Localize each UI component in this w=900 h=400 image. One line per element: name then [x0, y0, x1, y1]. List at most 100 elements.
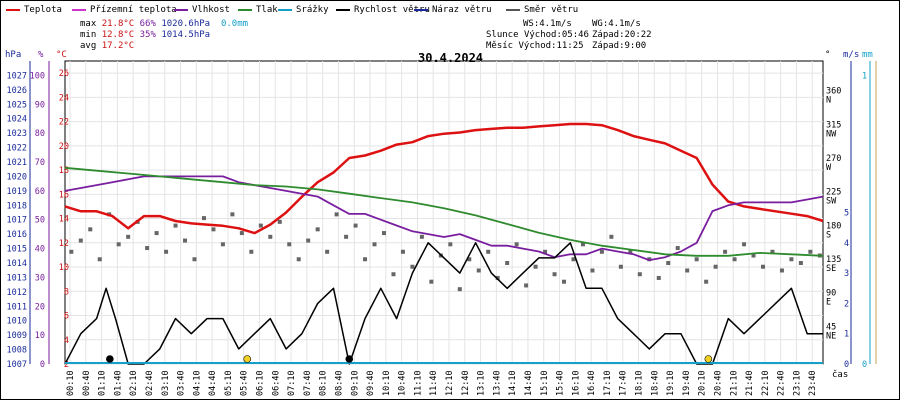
- sunrise-text: Východ:05:46: [523, 30, 589, 40]
- tick-label-humidity: 0: [40, 360, 45, 370]
- tick-label-time: 01:10: [98, 370, 108, 396]
- tick-label-temperature: 20: [59, 142, 69, 152]
- wind-direction-point: [201, 216, 206, 221]
- tick-label-temperature: 6: [64, 312, 69, 322]
- info-wg: WG:4.1m/s: [592, 19, 641, 29]
- tick-label-time: 22:10: [761, 370, 771, 396]
- wind-direction-point: [751, 253, 756, 258]
- legend-swatch-prizemni: [72, 8, 86, 11]
- tick-label-pressure: 1024: [7, 115, 27, 125]
- tick-label-humidity: 10: [35, 331, 45, 341]
- legend-label: Srážky: [296, 5, 329, 15]
- stat-min-temp: 12.8°C: [101, 30, 135, 40]
- wind-direction-point: [344, 234, 349, 239]
- tick-label-pressure: 1017: [7, 216, 27, 226]
- tick-label-humidity: 90: [35, 100, 45, 110]
- tick-label-time: 06:10: [256, 370, 266, 396]
- tick-label-pressure: 1013: [7, 273, 27, 283]
- tick-label-time: 08:10: [319, 370, 329, 396]
- legend-prizemni-teplota: Přízemní teplota: [72, 4, 177, 16]
- wind-direction-point: [789, 257, 794, 262]
- wind-direction-point: [230, 212, 235, 217]
- tick-label-pressure: 1022: [7, 144, 27, 154]
- tick-label-time: 13:10: [477, 370, 487, 396]
- wind-direction-point: [363, 257, 368, 262]
- wind-direction-point: [419, 234, 424, 239]
- legend-label: Vlhkost: [192, 5, 230, 15]
- legend-vlhkost: Vlhkost: [174, 4, 230, 16]
- tick-label-compass: S: [826, 230, 831, 240]
- wind-direction-point: [562, 279, 567, 284]
- tick-label-time: 14:40: [524, 370, 534, 396]
- tick-label-temperature: 10: [59, 263, 69, 273]
- tick-label-pressure: 1014: [7, 259, 27, 269]
- tick-label-compass: NE: [826, 331, 836, 341]
- wind-direction-point: [675, 246, 680, 251]
- tick-label-pressure: 1025: [7, 100, 27, 110]
- tick-label-pressure: 1012: [7, 288, 27, 298]
- tick-label-time: 06:40: [271, 370, 281, 396]
- tick-label-pressure: 1007: [7, 360, 27, 370]
- tick-label-rain: 0: [862, 360, 867, 370]
- tick-label-humidity: 70: [35, 158, 45, 168]
- tick-label-time: 17:40: [619, 370, 629, 396]
- wind-direction-point: [429, 279, 434, 284]
- legend-label: Přízemní teplota: [90, 5, 177, 15]
- tick-label-time: 23:40: [808, 370, 818, 396]
- unit-deg: °: [825, 50, 831, 60]
- wind-direction-point: [372, 242, 377, 247]
- wind-direction-point: [609, 234, 614, 239]
- wind-direction-point: [666, 261, 671, 265]
- wind-direction-point: [211, 227, 216, 232]
- tick-label-temperature: 14: [59, 215, 69, 225]
- unit-time: čas: [832, 370, 849, 380]
- wind-direction-point: [495, 275, 500, 280]
- stat-avg-temp: 17.2°C: [101, 41, 135, 51]
- tick-label-temperature: 22: [59, 118, 69, 128]
- wind-direction-point: [391, 272, 396, 277]
- wind-direction-point: [173, 223, 178, 228]
- tick-label-time: 09:40: [366, 370, 376, 396]
- tick-label-pressure: 1016: [7, 230, 27, 240]
- wind-direction-point: [713, 264, 718, 269]
- stat-label: avg: [80, 41, 97, 51]
- wind-direction-point: [599, 249, 604, 254]
- wind-direction-point: [779, 268, 784, 273]
- tick-label-humidity: 30: [35, 273, 45, 283]
- tick-label-time: 08:40: [334, 370, 344, 396]
- tick-label-humidity: 50: [35, 216, 45, 226]
- tick-label-pressure: 1015: [7, 245, 27, 255]
- tick-label-wind-speed: 0: [844, 360, 849, 370]
- tick-label-time: 09:10: [350, 370, 360, 396]
- tick-label-time: 12:40: [461, 370, 471, 396]
- tick-label-time: 07:10: [287, 370, 297, 396]
- tick-label-time: 23:10: [792, 370, 802, 396]
- tick-label-compass: E: [826, 298, 831, 308]
- wind-direction-point: [704, 279, 709, 284]
- legend-naraz-vetru: Náraz větru: [414, 4, 492, 16]
- tick-label-time: 03:10: [161, 370, 171, 396]
- tick-label-time: 11:40: [429, 370, 439, 396]
- legend-srazky: Srážky: [278, 4, 329, 16]
- stat-label: min: [80, 30, 97, 40]
- stat-label: max: [80, 19, 97, 29]
- wind-direction-point: [798, 261, 803, 265]
- sunset-text: Západ:20:22: [592, 30, 652, 40]
- tick-label-time: 10:40: [398, 370, 408, 396]
- tick-label-temperature: 24: [59, 93, 69, 103]
- wind-direction-point: [467, 257, 472, 262]
- wind-direction-point: [543, 249, 548, 254]
- wind-direction-point: [145, 246, 150, 251]
- legend-swatch-srazky: [278, 8, 292, 11]
- wind-direction-point: [239, 231, 244, 236]
- wind-direction-point: [154, 231, 159, 236]
- tick-label-time: 03:40: [177, 370, 187, 396]
- tick-label-pressure: 1023: [7, 129, 27, 139]
- legend-teplota: Teplota: [6, 4, 62, 16]
- tick-label-wind-speed: 4: [844, 239, 849, 249]
- wind-direction-point: [258, 223, 263, 228]
- moonrise-text: Východ:11:25: [518, 41, 584, 51]
- stat-max-temp: 21.8°C: [101, 19, 135, 29]
- wind-direction-point: [628, 249, 633, 254]
- unit-degc: °C: [56, 50, 67, 60]
